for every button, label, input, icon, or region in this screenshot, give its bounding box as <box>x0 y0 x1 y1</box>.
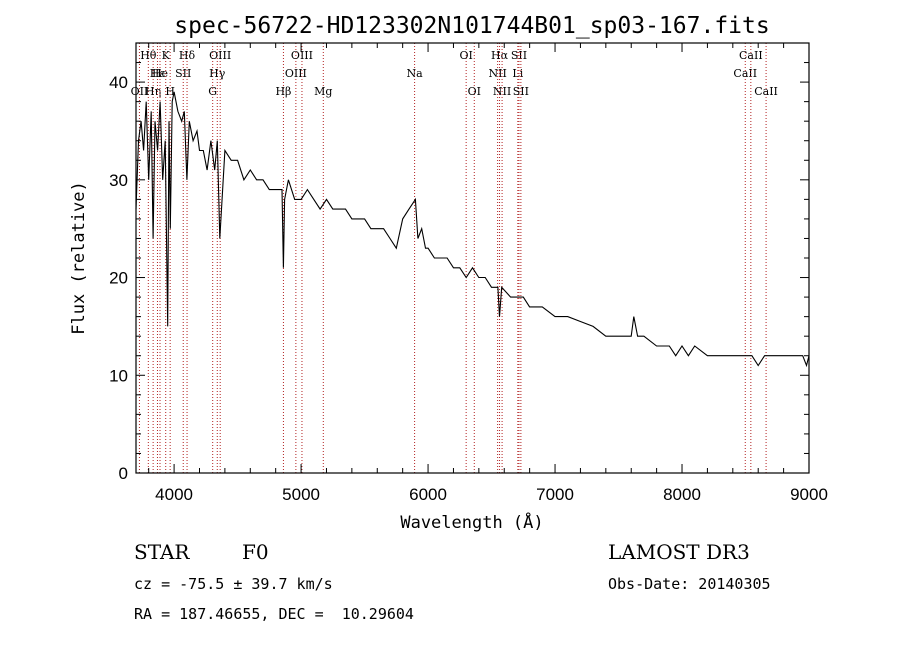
y-axis-label: Flux (relative) <box>69 181 89 335</box>
marker-label: OII <box>131 85 149 98</box>
marker-label: Hγ <box>209 67 226 80</box>
y-tick-label: 40 <box>109 73 128 92</box>
marker-label: Li <box>512 67 523 80</box>
x-tick-label: 4000 <box>155 485 193 504</box>
marker-label: Hε <box>150 67 166 80</box>
marker-label: OIII <box>209 49 231 62</box>
x-tick-label: 8000 <box>663 485 701 504</box>
x-tick-label: 5000 <box>282 485 320 504</box>
redshift-text: cz = -75.5 ± 39.7 km/s <box>134 575 333 593</box>
marker-label: SII <box>175 67 191 80</box>
marker-label: Na <box>407 67 424 80</box>
marker-label: OI <box>459 49 472 62</box>
coordinates-text: RA = 187.46655, DEC = 10.29604 <box>134 605 414 623</box>
y-tick-label: 30 <box>109 171 128 190</box>
marker-label: SII <box>511 49 527 62</box>
marker-label: H <box>165 85 175 98</box>
marker-label: OIII <box>285 67 307 80</box>
y-tick-label: 0 <box>119 464 128 483</box>
marker-label: SII <box>513 85 529 98</box>
marker-label: He <box>152 67 168 80</box>
marker-label: G <box>208 85 217 98</box>
marker-label: Hβ <box>275 85 291 98</box>
plot-frame <box>135 42 810 474</box>
spectrum-chart: spec-56722-HD123302N101744B01_sp03-167.f… <box>69 13 828 533</box>
marker-label: NII <box>493 85 511 98</box>
marker-label: Mg <box>314 85 332 98</box>
x-axis: 4000 5000 6000 7000 8000 9000 <box>148 43 828 504</box>
marker-label: Hθ <box>140 49 157 62</box>
obs-date-text: Obs-Date: 20140305 <box>608 575 771 593</box>
y-tick-label: 10 <box>109 366 128 385</box>
line-markers: OIIHθHηHεHeKHSIIHδGHγOIIIHβOIIIOIIIMgNaO… <box>131 43 778 473</box>
marker-label: Hα <box>491 49 509 62</box>
x-tick-label: 7000 <box>536 485 574 504</box>
x-tick-label: 6000 <box>409 485 447 504</box>
marker-label: CaII <box>733 67 757 80</box>
y-tick-label: 20 <box>109 269 128 288</box>
marker-label: CaII <box>754 85 778 98</box>
marker-label: Hδ <box>179 49 196 62</box>
object-class: STAR <box>134 540 190 564</box>
marker-label: OIII <box>291 49 313 62</box>
marker-label: Hη <box>145 85 161 98</box>
marker-label: CaII <box>739 49 763 62</box>
marker-label: K <box>162 49 171 62</box>
survey-name: LAMOST DR3 <box>608 540 750 564</box>
spectrum-line <box>135 91 810 368</box>
y-axis: 0 10 20 30 40 <box>109 62 809 483</box>
marker-label: NII <box>488 67 506 80</box>
x-tick-label: 9000 <box>790 485 828 504</box>
spectrum-series <box>135 91 810 368</box>
chart-title: spec-56722-HD123302N101744B01_sp03-167.f… <box>174 13 769 39</box>
object-subclass: F0 <box>242 540 269 564</box>
x-axis-label: Wavelength (Å) <box>400 511 543 533</box>
marker-label: OI <box>468 85 481 98</box>
